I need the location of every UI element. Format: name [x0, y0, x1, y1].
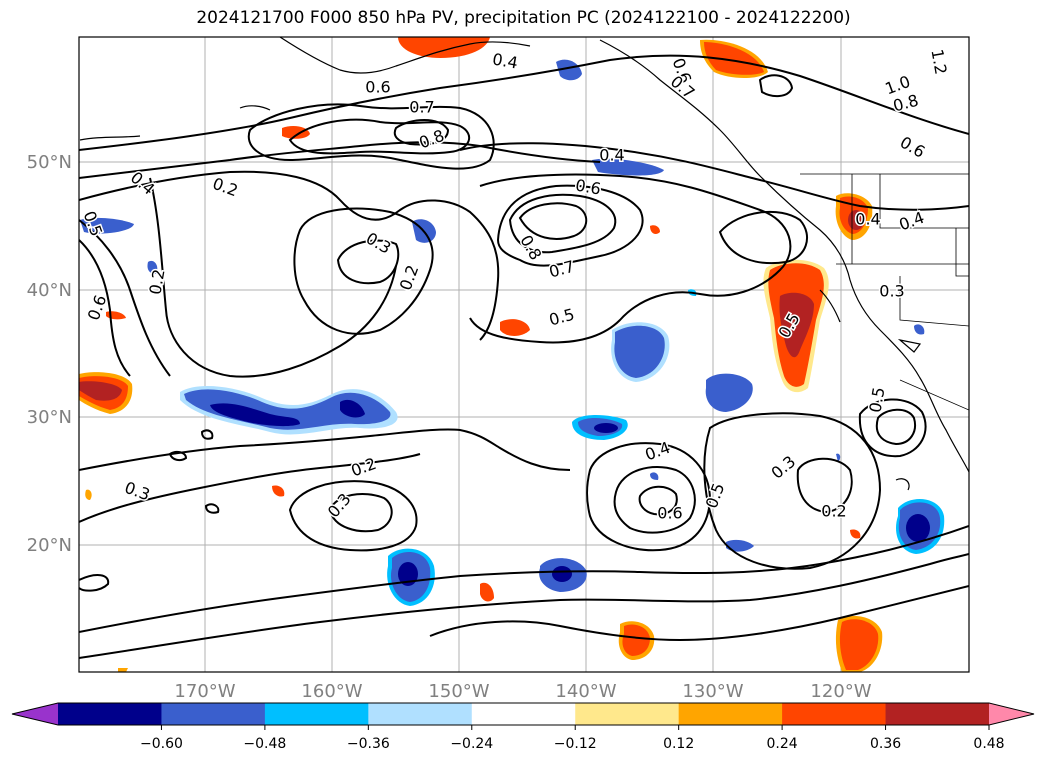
lat-label-20n: 20°N [27, 535, 72, 556]
political-borders [800, 173, 969, 411]
colorbar-segment [368, 703, 473, 725]
colorbar-segment [885, 703, 990, 725]
colorbar-segment [575, 703, 680, 725]
colorbar-segment [264, 703, 369, 725]
lon-label-120w: 120°W [810, 681, 871, 702]
pv-contours [79, 54, 969, 659]
colorbar-tick-label: −0.60 [140, 736, 183, 752]
colorbar-tick-label: −0.48 [243, 736, 286, 752]
colorbar-tick-label: −0.24 [450, 736, 493, 752]
lon-label-140w: 140°W [555, 681, 616, 702]
lat-label-30n: 30°N [27, 407, 72, 428]
lon-label-160w: 160°W [301, 681, 362, 702]
contour-label: 0.6 [365, 78, 390, 97]
contour-label: 0.4 [855, 210, 880, 229]
latitude-labels: 50°N 40°N 30°N 20°N [27, 152, 72, 556]
longitude-labels: 170°W 160°W 150°W 140°W 130°W 120°W [174, 681, 871, 702]
colorbar-segment [161, 703, 266, 725]
colorbar-extend-high [989, 703, 1034, 725]
precip-positive-areas [79, 37, 883, 672]
colorbar-tick-label: −0.12 [554, 736, 597, 752]
colorbar: −0.60 −0.48 −0.36 −0.24 −0.12 0.12 0.24 0.36 0.4… [11, 702, 1035, 752]
colorbar-segment [678, 703, 783, 725]
colorbar-segment [58, 703, 162, 725]
coastlines [79, 37, 969, 491]
colorbar-tick-label: 0.24 [767, 736, 798, 752]
lat-label-50n: 50°N [27, 152, 72, 173]
contour-label: 0.2 [821, 502, 846, 521]
contour-label: 1.2 [927, 48, 950, 76]
colorbar-tick-label: 0.12 [663, 736, 694, 752]
contour-label: 0.7 [409, 98, 434, 117]
colorbar-segment [782, 703, 887, 725]
lon-label-170w: 170°W [174, 681, 235, 702]
contour-label: 0.6 [657, 504, 682, 523]
lat-label-40n: 40°N [27, 280, 72, 301]
colorbar-extend-low [12, 703, 58, 725]
colorbar-tick-label: 0.36 [870, 736, 901, 752]
colorbar-outline [11, 702, 1035, 726]
contour-label: 0.3 [879, 282, 904, 301]
precip-negative-areas [80, 59, 945, 606]
colorbar-tick-label: 0.48 [973, 736, 1004, 752]
map-frame [78, 36, 970, 673]
gridlines [79, 37, 969, 672]
lon-label-150w: 150°W [428, 681, 489, 702]
map-title: 2024121700 F000 850 hPa PV, precipitatio… [196, 8, 851, 28]
colorbar-tick-label: −0.36 [347, 736, 390, 752]
contour-label: 0.6 [574, 175, 602, 198]
lon-label-130w: 130°W [682, 681, 743, 702]
colorbar-segment [471, 703, 576, 725]
contour-label: 0.4 [599, 146, 624, 165]
